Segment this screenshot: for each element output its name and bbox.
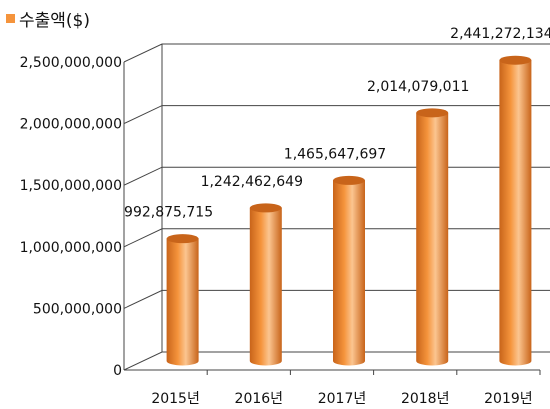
data-label: 992,875,715 xyxy=(124,205,213,221)
bar-top xyxy=(166,234,199,244)
y-tick-label: 500,000,000 xyxy=(33,301,122,317)
x-axis: 2015년 2016년 2017년 2018년 2019년 xyxy=(124,369,541,407)
data-label: 1,465,647,697 xyxy=(284,146,386,162)
y-tick-label: 1,000,000,000 xyxy=(20,240,122,256)
bar-top xyxy=(416,108,449,118)
legend-label: 수출액($) xyxy=(19,11,91,31)
x-tick-label: 2016년 xyxy=(235,391,284,407)
legend: 수출액($) xyxy=(6,6,90,31)
x-tick-label: 2015년 xyxy=(151,391,200,407)
y-tick-label: 1,500,000,000 xyxy=(20,178,122,194)
bar xyxy=(416,112,449,366)
y-tick-label: 2,500,000,000 xyxy=(20,55,122,71)
bar xyxy=(333,180,365,366)
gridline xyxy=(123,105,550,125)
bar xyxy=(249,207,282,366)
x-tick-label: 2019년 xyxy=(484,391,533,407)
bar xyxy=(499,60,532,366)
bar-top xyxy=(333,175,365,185)
y-axis: 0 500,000,000 1,000,000,000 1,500,000,000 2,… xyxy=(20,55,125,379)
bar-top xyxy=(249,203,282,213)
bar xyxy=(166,238,199,366)
legend-swatch xyxy=(6,14,15,23)
bar-top xyxy=(499,55,532,65)
x-tick-label: 2017년 xyxy=(318,391,367,407)
gridline xyxy=(123,43,550,63)
grid-lines xyxy=(123,43,550,371)
bars xyxy=(166,55,532,366)
data-label: 1,242,462,649 xyxy=(201,174,303,190)
y-tick-label: 0 xyxy=(113,363,122,379)
x-tick-label: 2018년 xyxy=(401,391,450,407)
data-label: 2,441,272,134 xyxy=(450,26,550,42)
data-labels: 992,875,715 1,242,462,649 1,465,647,697 2,0… xyxy=(124,26,550,220)
y-tick-label: 2,000,000,000 xyxy=(20,117,122,133)
data-label: 2,014,079,011 xyxy=(367,79,469,95)
